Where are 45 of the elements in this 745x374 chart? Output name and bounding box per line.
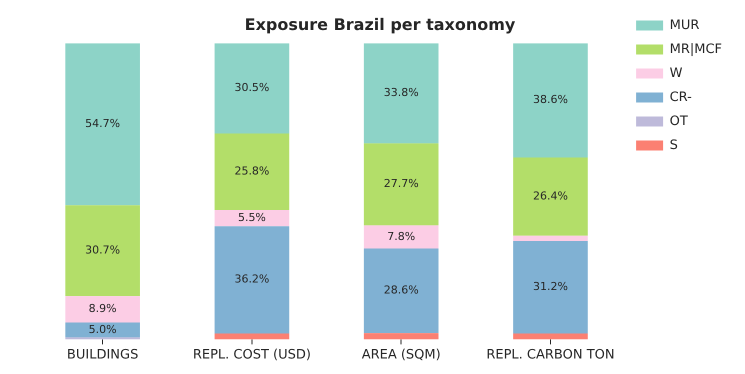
- data-label: 5.5%: [238, 210, 266, 224]
- bar: [214, 333, 290, 340]
- bar: [214, 134, 290, 210]
- data-label: 28.6%: [384, 284, 419, 297]
- legend-label: W: [670, 66, 683, 81]
- data-label: 33.8%: [384, 86, 419, 100]
- data-label: 30.5%: [234, 81, 270, 94]
- legend-label: CR-: [670, 90, 692, 105]
- legend-label: MUR: [670, 18, 700, 33]
- bar: [214, 210, 290, 226]
- x-tick-label: REPL. COST (USD): [192, 348, 311, 363]
- legend-label: MR|MCF: [670, 42, 722, 57]
- bar: [65, 296, 140, 323]
- bar: [364, 143, 439, 226]
- bar: [364, 225, 439, 248]
- bar: [65, 43, 140, 206]
- data-label: 8.9%: [88, 302, 117, 316]
- bar: [513, 333, 588, 340]
- data-label: 31.2%: [532, 280, 568, 294]
- data-label: 27.7%: [384, 177, 419, 190]
- bar: [214, 226, 290, 334]
- bar: [364, 333, 439, 340]
- bar: [513, 43, 588, 158]
- data-label: 36.2%: [234, 272, 270, 286]
- x-tick-label: REPL. CARBON TON: [486, 348, 615, 363]
- bar: [513, 241, 588, 334]
- data-label: 5.0%: [88, 322, 117, 336]
- bar: [65, 322, 140, 338]
- x-tick-label: BUILDINGS: [66, 348, 138, 363]
- bar: [214, 43, 290, 134]
- data-label: 30.7%: [85, 244, 120, 257]
- legend-label: S: [670, 138, 678, 153]
- legend-label: OT: [670, 114, 688, 129]
- data-label: 25.8%: [234, 164, 270, 178]
- x-tick-label: AREA (SQM): [362, 348, 441, 363]
- bar: [364, 248, 439, 334]
- bar: [364, 43, 439, 144]
- bar: [65, 205, 140, 296]
- data-label: 7.8%: [387, 230, 416, 243]
- data-label: 54.7%: [85, 117, 120, 130]
- data-label: 38.6%: [532, 93, 568, 106]
- bar: [513, 158, 588, 236]
- data-label: 26.4%: [532, 189, 568, 202]
- bar: [513, 236, 588, 242]
- chart-title: Exposure Brazil per taxonomy: [244, 14, 516, 34]
